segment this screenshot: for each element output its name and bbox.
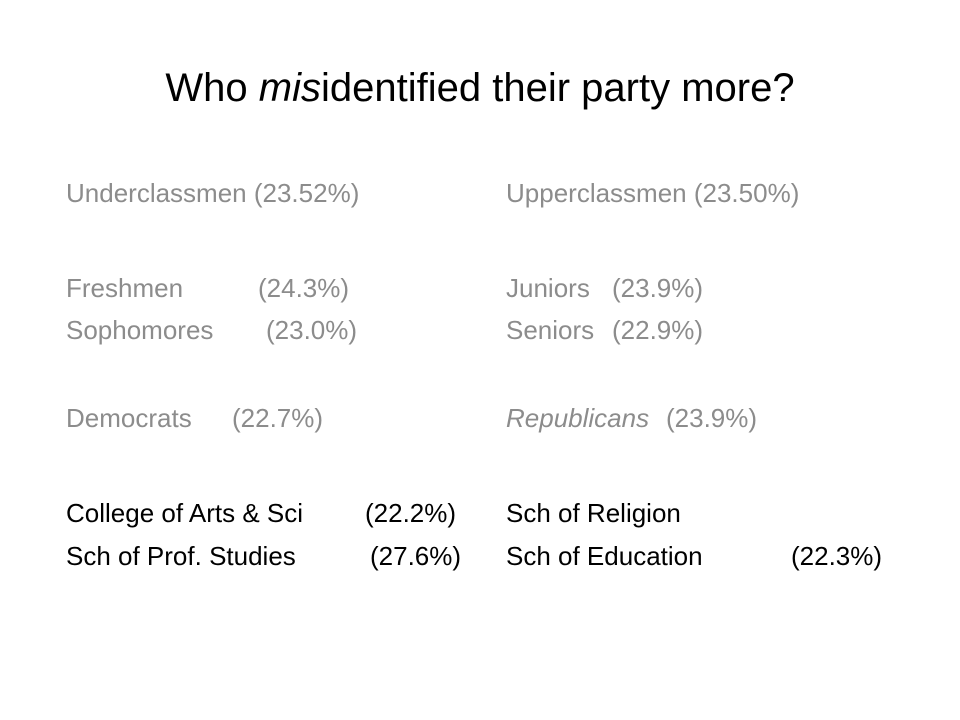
title-emphasis: mis bbox=[258, 66, 321, 110]
column-header: Upperclassmen (23.50%) bbox=[506, 178, 800, 208]
row-value: (22.9%) bbox=[612, 315, 704, 345]
title-part: Who bbox=[165, 66, 259, 110]
row-value: (22.7%) bbox=[232, 403, 324, 433]
slide-title: Who misidentified their party more? bbox=[0, 66, 960, 111]
row-value: (22.3%) bbox=[791, 541, 883, 571]
row-name: Freshmen bbox=[66, 273, 184, 303]
row-value: (22.2%) bbox=[365, 498, 457, 528]
row-value: (23.0%) bbox=[266, 315, 358, 345]
row-name: College of Arts & Sci bbox=[66, 498, 303, 528]
row-value: (24.3%) bbox=[258, 273, 350, 303]
row-value: (27.6%) bbox=[370, 541, 462, 571]
row-name: Seniors bbox=[506, 315, 595, 345]
row-name: Sch of Religion bbox=[506, 498, 681, 528]
row-value: (23.9%) bbox=[666, 403, 758, 433]
column-header: Underclassmen (23.52%) bbox=[66, 178, 360, 208]
row-name: Sch of Education bbox=[506, 541, 703, 571]
row-name: Sophomores bbox=[66, 315, 214, 345]
row-value: (23.9%) bbox=[612, 273, 704, 303]
row-name: Sch of Prof. Studies bbox=[66, 541, 296, 571]
row-name: Juniors bbox=[506, 273, 590, 303]
row-name: Democrats bbox=[66, 403, 192, 433]
title-part: identified their party more? bbox=[321, 66, 795, 110]
row-name: Republicans bbox=[506, 403, 650, 433]
